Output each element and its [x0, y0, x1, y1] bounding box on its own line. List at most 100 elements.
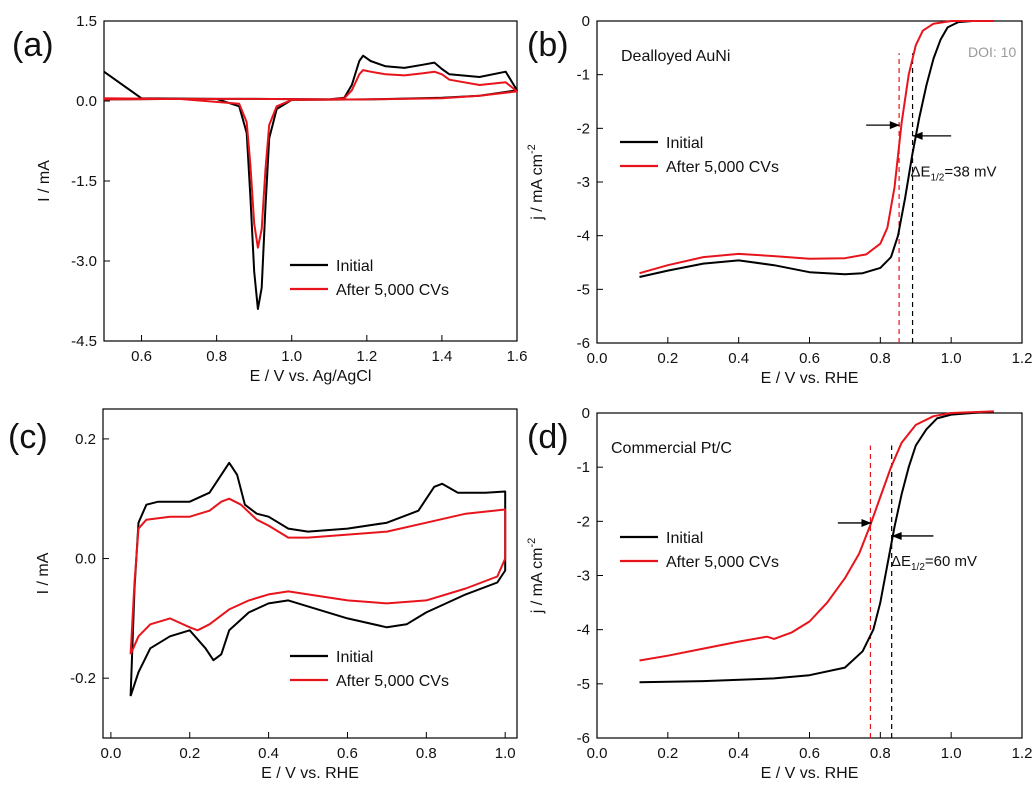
annotation-arrow-head — [889, 121, 900, 130]
x-tick-label: 0.4 — [728, 350, 749, 367]
chart-panel-1: 0.6 0.8 1.0 1.2 1.4 1.6 -4.5 -3.0 -1.5 0.0 1.5 E / … — [12, 13, 527, 385]
delta-e-annotation: ΔE1/2=38 mV — [910, 164, 996, 184]
series-line-initial — [129, 461, 507, 697]
y-tick-label: -3.0 — [71, 253, 97, 270]
panel-label: (a) — [12, 26, 54, 64]
x-tick-label: 0.6 — [799, 745, 820, 762]
x-tick-label: 0.6 — [799, 350, 820, 367]
x-axis-label: E / V vs. Ag/AgCl — [250, 368, 372, 385]
y-axis-label: j / mA cm-2 — [526, 538, 546, 615]
series-line-initial — [639, 20, 994, 278]
panel-title: Dealloyed AuNi — [621, 48, 730, 65]
series-line-after-5000-cvs — [639, 20, 994, 275]
y-axis-label: I / mA — [36, 160, 53, 202]
x-tick-label: 1.4 — [431, 348, 452, 365]
annotation-arrow-head — [861, 518, 872, 527]
y-tick-label: -4 — [577, 228, 590, 245]
y-tick-label: -0.2 — [70, 670, 96, 687]
x-tick-label: 0.8 — [870, 745, 891, 762]
x-tick-label: 1.2 — [1012, 745, 1033, 762]
x-tick-label: 0.8 — [206, 348, 227, 365]
plot-frame — [102, 408, 518, 739]
plot-frame — [596, 20, 1023, 344]
legend-label: Initial — [336, 258, 373, 275]
chart-panel-3: 0.0 0.2 0.4 0.6 0.8 1.0 -0.2 0.0 0.2 E / V vs. RH… — [8, 408, 518, 782]
y-tick-label: -6 — [577, 335, 590, 352]
doi-watermark: DOI: 10 — [968, 44, 1017, 60]
x-tick-label: 0.0 — [100, 745, 121, 762]
series-line-after-5000-cvs — [639, 410, 994, 662]
x-tick-label: 0.4 — [728, 745, 749, 762]
chart-panel-2: 0.0 0.2 0.4 0.6 0.8 1.0 1.2 -6 -5 -4 -3 -2 -1 0 E / V … — [526, 13, 1032, 387]
annotation-arrow-head — [912, 131, 923, 140]
panel-label: (b) — [527, 26, 569, 64]
x-tick-label: 0.8 — [416, 745, 437, 762]
y-tick-label: -5 — [577, 281, 590, 298]
y-tick-label: -6 — [577, 730, 590, 747]
y-axis-label: I / mA — [35, 552, 52, 594]
y-tick-label: 0 — [582, 13, 590, 30]
x-tick-label: 0.4 — [258, 745, 279, 762]
x-tick-label: 0.2 — [179, 745, 200, 762]
y-axis-label-superscript: -2 — [526, 144, 538, 154]
delta-e-value: =38 mV — [944, 164, 996, 181]
x-tick-label: 1.2 — [1012, 350, 1033, 367]
plot-frame — [103, 20, 518, 342]
legend-label: Initial — [336, 649, 373, 666]
plot-frame — [596, 412, 1023, 739]
y-tick-label: 0.0 — [75, 551, 96, 568]
delta-e-annotation: ΔE1/2=60 mV — [891, 553, 977, 573]
x-tick-label: 0.6 — [131, 348, 152, 365]
x-axis-label: E / V vs. RHE — [761, 765, 859, 782]
legend-label: After 5,000 CVs — [666, 554, 779, 571]
series-line-after-5000-cvs — [103, 69, 518, 249]
delta-e-subscript: 1/2 — [911, 562, 925, 573]
legend-label: After 5,000 CVs — [336, 282, 449, 299]
x-tick-label: 1.6 — [507, 348, 528, 365]
y-tick-label: -3 — [577, 568, 590, 585]
y-tick-label: -1 — [577, 459, 590, 476]
delta-e-subscript: 1/2 — [930, 173, 944, 184]
delta-e-value: =60 mV — [925, 553, 977, 570]
y-tick-label: 0 — [582, 405, 590, 422]
series-line-initial — [639, 410, 994, 684]
y-tick-label: -4 — [577, 622, 590, 639]
y-tick-label: -2 — [577, 120, 590, 137]
panel-label: (d) — [527, 418, 569, 456]
series-line-after-5000-cvs — [129, 497, 507, 655]
y-axis-label-superscript: -2 — [526, 538, 538, 548]
x-tick-label: 1.2 — [356, 348, 377, 365]
y-tick-label: 1.5 — [76, 13, 97, 30]
x-axis-label: E / V vs. RHE — [761, 370, 859, 387]
legend-label: After 5,000 CVs — [666, 159, 779, 176]
legend-label: After 5,000 CVs — [336, 673, 449, 690]
y-tick-label: -1 — [577, 67, 590, 84]
series-line-initial — [103, 54, 518, 310]
y-tick-label: -1.5 — [71, 173, 97, 190]
x-tick-label: 1.0 — [941, 350, 962, 367]
x-tick-label: 0.0 — [587, 745, 608, 762]
y-tick-label: 0.2 — [75, 431, 96, 448]
y-tick-label: -4.5 — [71, 333, 97, 350]
legend-label: Initial — [666, 135, 703, 152]
legend-label: Initial — [666, 530, 703, 547]
x-tick-label: 0.8 — [870, 350, 891, 367]
y-tick-label: -2 — [577, 513, 590, 530]
annotation-arrow-head — [891, 531, 902, 540]
y-axis-label: j / mA cm-2 — [526, 144, 546, 221]
x-tick-label: 1.0 — [281, 348, 302, 365]
x-axis-label: E / V vs. RHE — [261, 765, 359, 782]
x-tick-label: 0.0 — [587, 350, 608, 367]
y-tick-label: -5 — [577, 676, 590, 693]
panel-label: (c) — [8, 418, 48, 456]
y-tick-label: 0.0 — [76, 93, 97, 110]
y-tick-label: -3 — [577, 174, 590, 191]
x-tick-label: 1.0 — [495, 745, 516, 762]
x-tick-label: 0.6 — [337, 745, 358, 762]
x-tick-label: 1.0 — [941, 745, 962, 762]
x-tick-label: 0.2 — [657, 745, 678, 762]
panel-title: Commercial Pt/C — [611, 440, 732, 457]
x-tick-label: 0.2 — [657, 350, 678, 367]
chart-panel-4: 0.0 0.2 0.4 0.6 0.8 1.0 1.2 -6 -5 -4 -3 -2 -1 0 E / V … — [526, 405, 1032, 782]
